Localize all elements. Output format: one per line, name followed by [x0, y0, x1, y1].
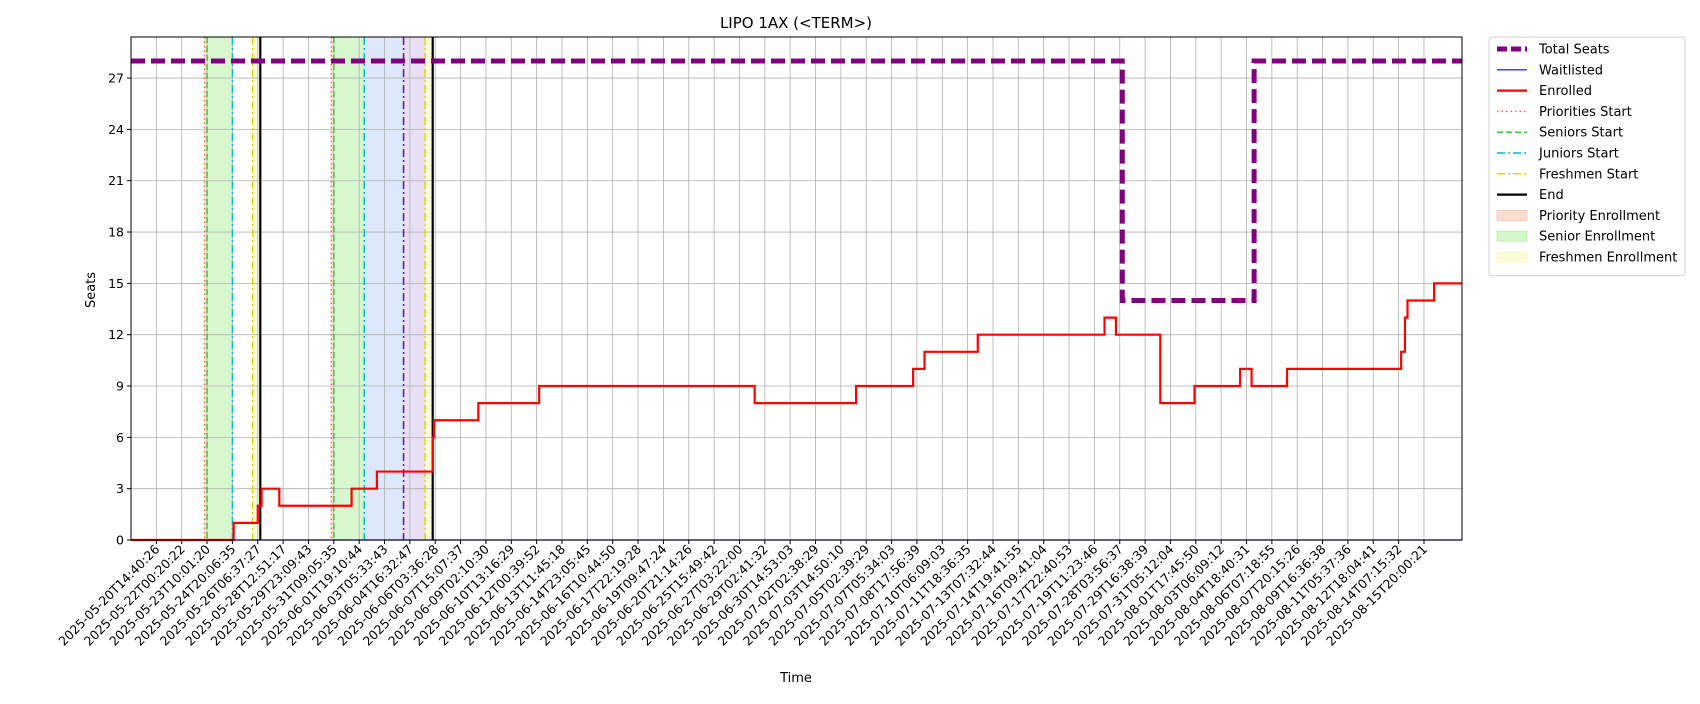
- span-extra-0-0: [364, 37, 404, 540]
- y-tick-label: 6: [116, 430, 124, 445]
- legend-label-priority-enrollment: Priority Enrollment: [1539, 209, 1660, 224]
- span-priority-enrollment-1: [331, 37, 334, 540]
- legend-label-juniors-start: Juniors Start: [1538, 147, 1619, 162]
- plot-frame: [130, 36, 1463, 541]
- y-tick-label: 15: [108, 276, 124, 291]
- legend-label-senior-enrollment: Senior Enrollment: [1539, 230, 1655, 245]
- legend-label-freshmen-start: Freshmen Start: [1539, 167, 1638, 182]
- legend-label-total-seats: Total Seats: [1538, 43, 1610, 58]
- legend-label-freshmen-enrollment: Freshmen Enrollment: [1539, 251, 1677, 266]
- y-tick-label: 9: [116, 379, 124, 394]
- span-priority-enrollment-0: [204, 37, 208, 540]
- legend-swatch-senior-enrollment: [1496, 230, 1528, 242]
- span-freshmen-enrollment-1: [425, 37, 433, 540]
- y-tick-label: 0: [116, 533, 124, 548]
- legend-frame: [1488, 36, 1686, 277]
- legend-swatch-priority-enrollment: [1496, 209, 1528, 221]
- legend-label-seniors-start: Seniors Start: [1539, 126, 1623, 141]
- legend: Total Seats Waitlisted Enrolled Priorities …: [1488, 36, 1686, 277]
- plot-area: 03691215182124272025-05-20T14:40:262025-…: [55, 36, 1463, 649]
- legend-label-waitlisted: Waitlisted: [1539, 63, 1603, 78]
- span-senior-enrollment-0: [207, 37, 233, 540]
- y-tick-label: 24: [108, 122, 124, 137]
- y-tick-label: 21: [108, 173, 124, 188]
- span-extra-1-0: [403, 37, 426, 540]
- y-tick-label: 18: [108, 225, 124, 240]
- y-tick-label: 27: [108, 71, 124, 86]
- span-senior-enrollment-1: [333, 37, 365, 540]
- legend-label-priorities-start: Priorities Start: [1539, 105, 1632, 120]
- y-tick-label: 3: [116, 481, 124, 496]
- legend-label-end: End: [1539, 188, 1564, 203]
- x-axis-title: Time: [779, 671, 812, 686]
- series-enrolled: [131, 282, 1462, 542]
- series-total-seats: [131, 58, 1462, 303]
- chart-title: LIPO 1AX (<TERM>): [720, 14, 872, 32]
- y-tick-label: 12: [108, 327, 124, 342]
- legend-swatch-freshmen-enrollment: [1496, 251, 1528, 263]
- span-freshmen-enrollment-0: [252, 37, 261, 540]
- legend-label-enrolled: Enrolled: [1539, 84, 1592, 99]
- y-axis-title: Seats: [84, 272, 99, 308]
